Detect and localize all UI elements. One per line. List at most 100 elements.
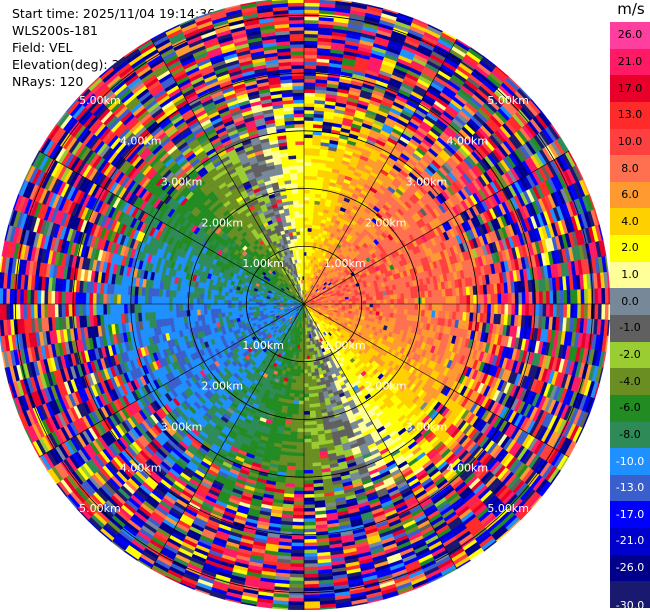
velocity-gate: [352, 304, 356, 307]
velocity-gate: [304, 207, 309, 211]
velocity-gate: [304, 96, 315, 100]
velocity-gate: [539, 292, 543, 305]
velocity-gate: [304, 141, 313, 145]
velocity-gate: [588, 289, 592, 304]
velocity-gate: [380, 308, 384, 312]
velocity-gate: [304, 231, 308, 235]
velocity-gate: [373, 300, 377, 304]
velocity-gate: [304, 172, 311, 176]
velocity-gate: [508, 304, 512, 315]
velocity-gate: [456, 304, 460, 312]
velocity-gate: [422, 304, 426, 310]
velocity-gate: [463, 304, 467, 313]
velocity-gate: [570, 304, 574, 318]
velocity-gate: [404, 309, 408, 315]
velocity-gate: [442, 297, 446, 304]
velocity-gate: [436, 297, 440, 304]
velocity-gate: [574, 290, 578, 304]
velocity-gate: [370, 297, 374, 301]
velocity-gate: [584, 289, 588, 304]
velocity-gate: [546, 291, 550, 304]
velocity-gate: [425, 298, 429, 305]
velocity-gate: [304, 217, 309, 221]
velocity-gate: [401, 294, 405, 299]
velocity-gate: [304, 3, 320, 7]
velocity-gate: [304, 75, 316, 79]
velocity-gate: [366, 297, 370, 301]
velocity-gate: [304, 134, 313, 138]
velocity-gate: [366, 307, 370, 311]
velocity-gate: [384, 304, 388, 308]
velocity-gate: [373, 308, 377, 312]
velocity-gate: [391, 304, 395, 309]
velocity-gate: [411, 298, 415, 304]
velocity-gate: [404, 293, 408, 299]
velocity-gate: [418, 304, 422, 310]
velocity-gate: [491, 294, 495, 304]
velocity-gate: [557, 304, 561, 317]
velocity-gate: [304, 110, 314, 114]
velocity-gate: [522, 304, 526, 316]
velocity-gate: [519, 293, 523, 304]
velocity-gate: [401, 299, 405, 304]
velocity-gate: [536, 304, 540, 316]
velocity-gate: [304, 204, 309, 208]
velocity-gate: [487, 304, 491, 314]
velocity-gate: [394, 294, 398, 299]
velocity-gate: [515, 293, 519, 304]
velocity-gate: [304, 152, 312, 156]
velocity-gate: [349, 304, 353, 307]
velocity-gate: [304, 190, 310, 194]
velocity-gate: [564, 290, 568, 304]
velocity-gate: [429, 297, 433, 304]
velocity-gate: [407, 293, 411, 299]
velocity-gate: [304, 169, 311, 173]
velocity-gate: [577, 304, 581, 319]
velocity-gate: [439, 304, 443, 311]
velocity-gate: [304, 27, 319, 31]
velocity-gate: [602, 288, 606, 304]
velocity-gate: [446, 296, 450, 304]
velocity-gate: [397, 309, 401, 314]
velocity-gate: [346, 302, 350, 304]
velocity-gate: [304, 114, 314, 118]
velocity-gate: [304, 124, 313, 128]
velocity-gate: [304, 252, 307, 256]
velocity-gate: [470, 304, 474, 313]
velocity-gate: [484, 294, 488, 304]
velocity-gate: [304, 214, 309, 218]
velocity-gate: [550, 304, 554, 317]
velocity-gate: [304, 148, 312, 152]
velocity-gate: [359, 301, 363, 304]
velocity-gates: [0, 0, 610, 610]
velocity-gate: [449, 296, 453, 304]
velocity-gate: [598, 288, 602, 304]
velocity-gate: [307, 242, 310, 246]
velocity-gate: [498, 304, 502, 314]
velocity-gate: [567, 290, 571, 304]
velocity-gate: [308, 218, 313, 222]
velocity-gate: [519, 304, 523, 315]
velocity-gate: [550, 291, 554, 304]
velocity-gate: [557, 291, 561, 304]
velocity-gate: [304, 238, 307, 242]
velocity-gate: [394, 299, 398, 304]
velocity-gate: [487, 294, 491, 304]
velocity-gate: [543, 304, 547, 317]
velocity-gate: [366, 301, 370, 304]
velocity-gate: [304, 48, 317, 52]
velocity-gate: [304, 0, 320, 3]
velocity-gate: [376, 308, 380, 312]
velocity-gate: [605, 288, 609, 304]
velocity-gate: [501, 304, 505, 315]
velocity-gate: [467, 304, 471, 313]
velocity-gate: [390, 309, 394, 314]
velocity-gate: [456, 296, 460, 304]
velocity-gate: [304, 117, 314, 121]
velocity-gate: [304, 120, 314, 124]
velocity-gate: [304, 145, 312, 149]
velocity-gate: [498, 294, 502, 304]
velocity-gate: [397, 304, 401, 309]
velocity-gate: [373, 304, 377, 308]
velocity-gate: [394, 304, 398, 309]
